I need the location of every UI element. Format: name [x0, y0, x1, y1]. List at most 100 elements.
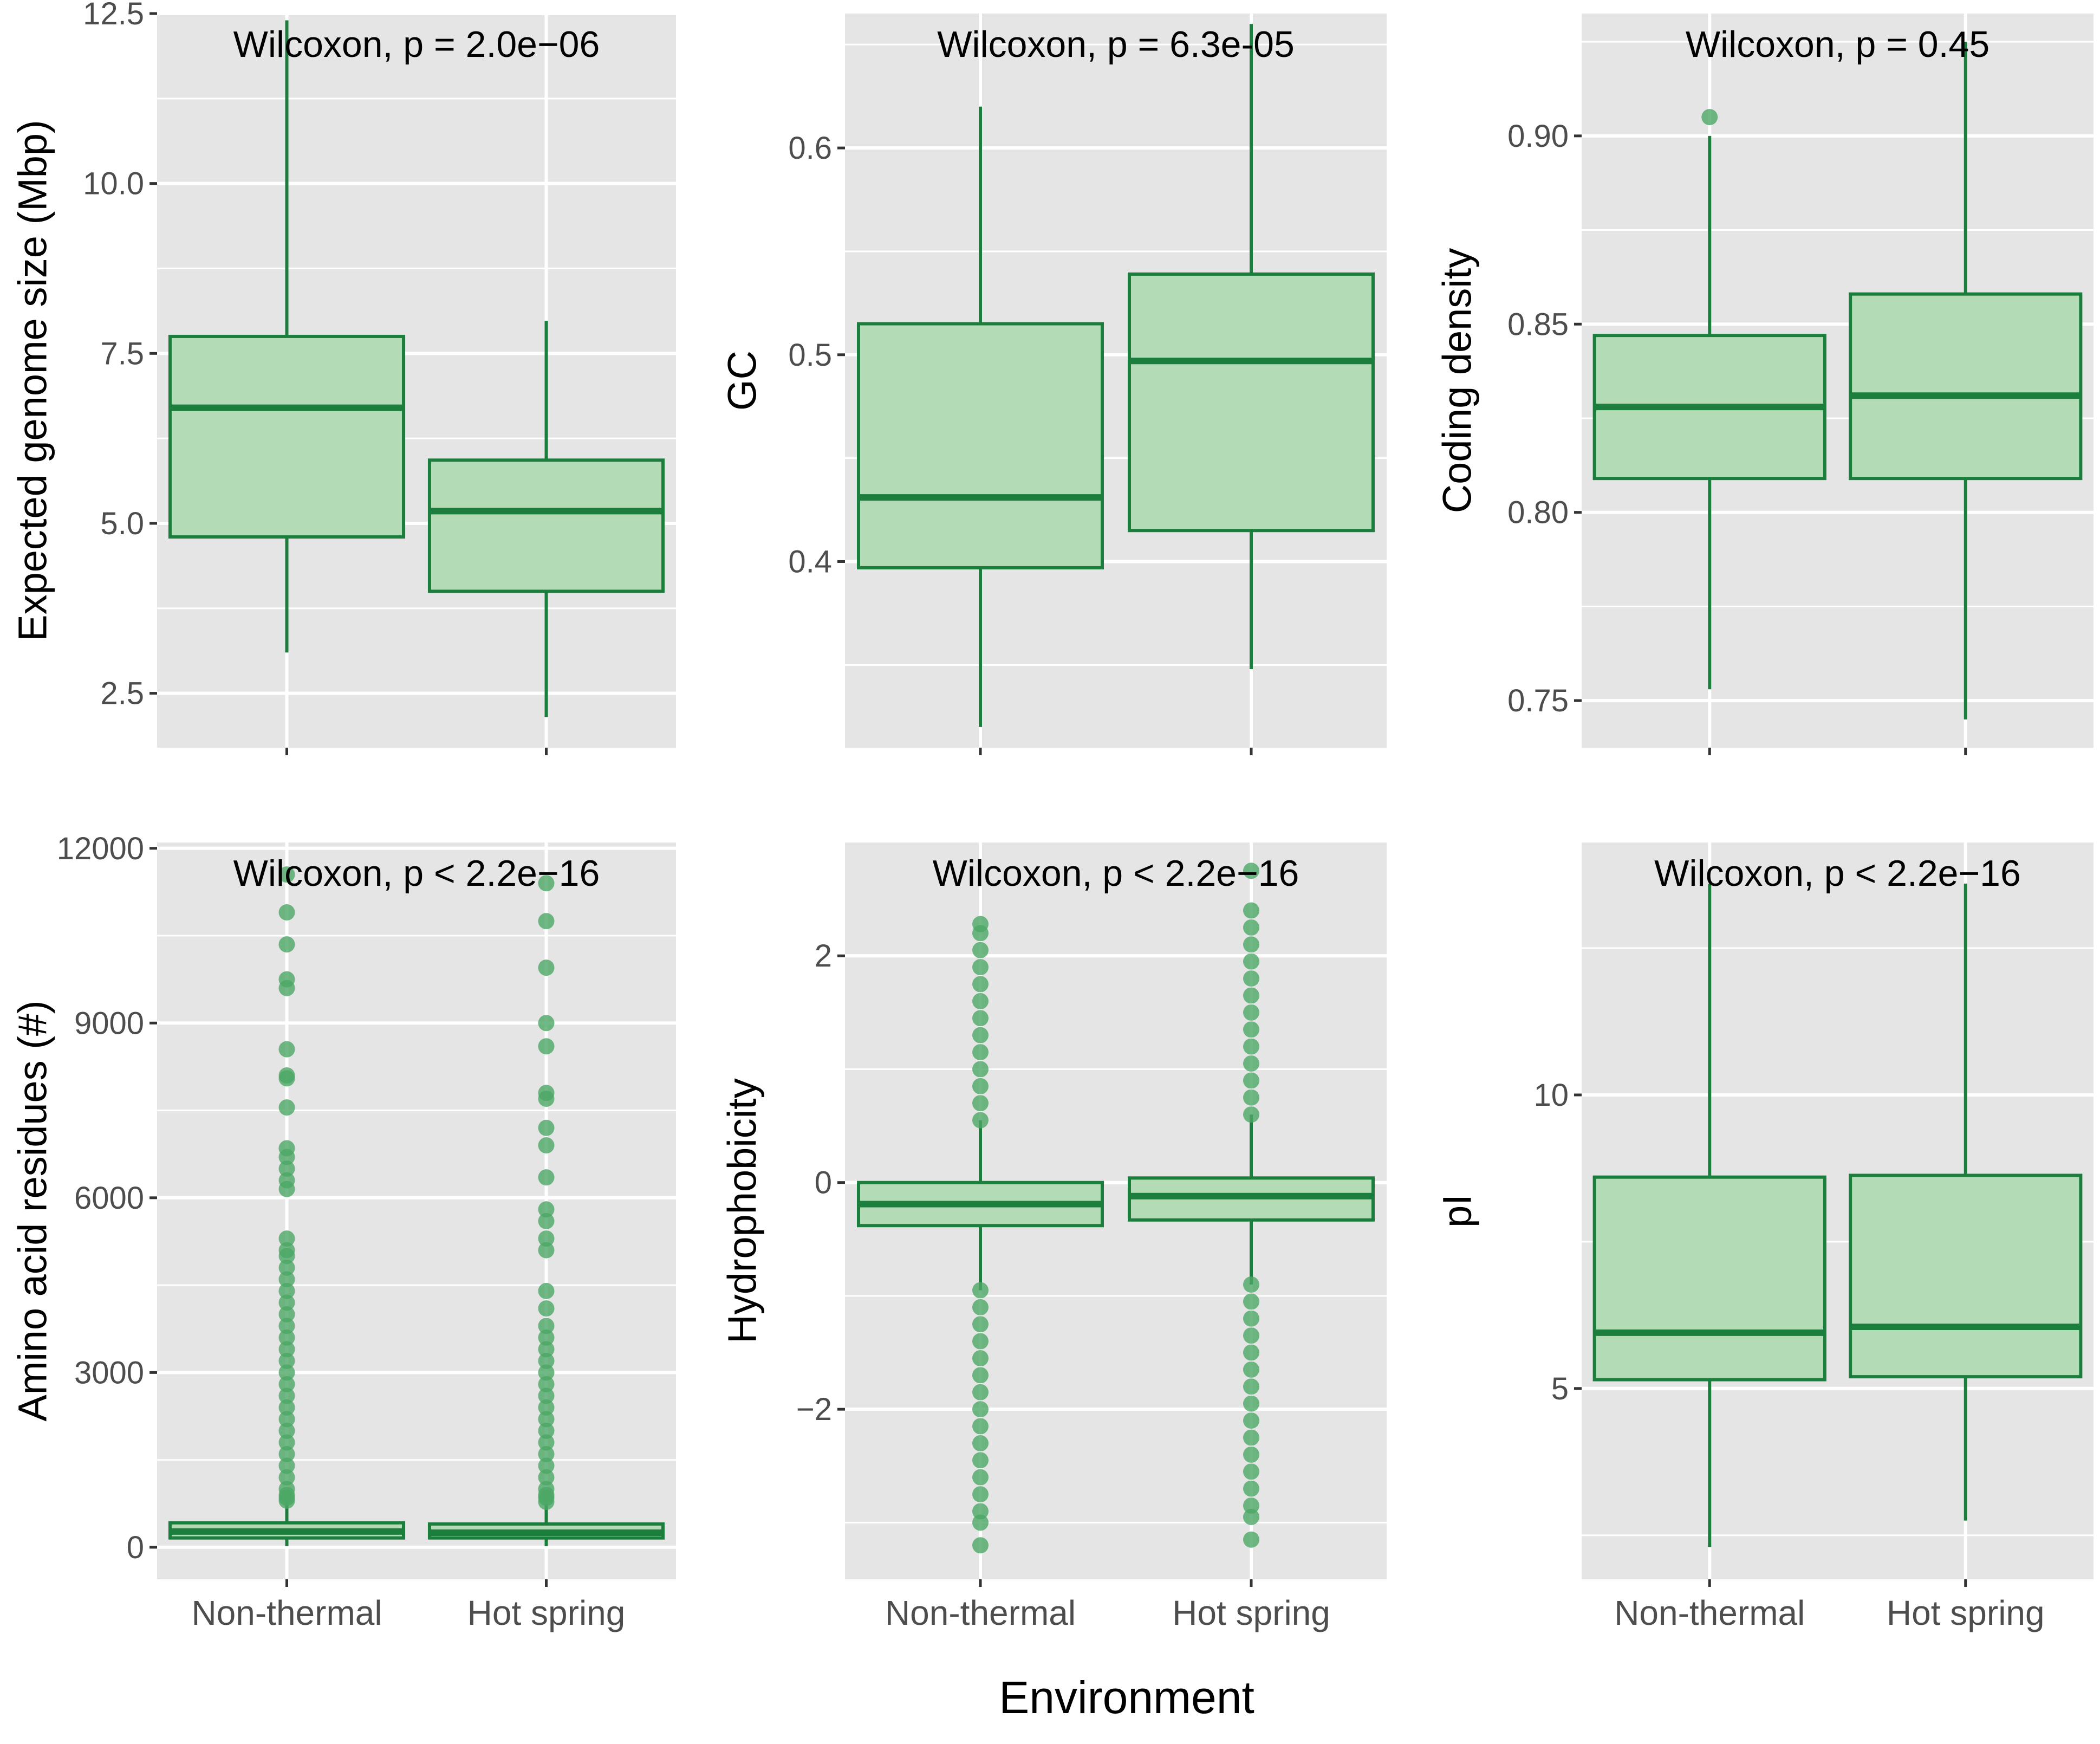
outlier-point [972, 1061, 989, 1078]
outlier-point [538, 1364, 555, 1381]
wilcoxon-annotation: Wilcoxon, p = 6.3e-05 [937, 24, 1295, 65]
wilcoxon-annotation: Wilcoxon, p < 2.2e−16 [933, 853, 1299, 894]
outlier-point [972, 1112, 989, 1129]
outlier-point [278, 1282, 295, 1299]
y-tick-label: 5 [1551, 1371, 1569, 1406]
outlier-point [278, 904, 295, 921]
y-tick-label: 0.6 [788, 131, 832, 166]
outlier-point [278, 1160, 295, 1177]
y-tick-label: 7.5 [100, 336, 144, 371]
outlier-point [972, 1503, 989, 1520]
y-tick-label: 6000 [74, 1181, 144, 1216]
outlier-point [278, 1041, 295, 1058]
outlier-point [278, 1376, 295, 1392]
outlier-point [278, 1434, 295, 1451]
outlier-point [538, 1341, 555, 1358]
panel-3: 0.75 0.80 0.85 0.90 Wilcoxon, p = 0.45 Coding… [1435, 14, 2094, 755]
y-tick-label: 12000 [57, 831, 144, 866]
outlier-point [972, 1486, 989, 1503]
outlier-point [1243, 1089, 1259, 1106]
outlier-point [1243, 1106, 1259, 1123]
outlier-point [1243, 970, 1259, 987]
outlier-point [972, 1333, 989, 1350]
box-hot-spring [1849, 42, 2083, 719]
y-axis-title: GC [720, 351, 765, 411]
x-tick-label: Hot spring [1887, 1593, 2045, 1632]
outlier-point [278, 1318, 295, 1334]
panel-background [157, 842, 676, 1579]
y-tick-label: 0 [127, 1530, 144, 1565]
box-iqr [1128, 272, 1375, 533]
outlier-point [1243, 1446, 1259, 1463]
outlier-point [1243, 1293, 1259, 1310]
outlier-point [538, 1352, 555, 1369]
x-tick-label: Hot spring [467, 1593, 626, 1632]
outlier-point [972, 1452, 989, 1469]
box-iqr [1592, 1175, 1826, 1382]
outlier-point [278, 1329, 295, 1346]
outlier-point [278, 1411, 295, 1428]
outlier-point [1243, 1361, 1259, 1378]
outlier-point [1243, 1310, 1259, 1327]
y-tick-label: 0.85 [1507, 307, 1569, 342]
outlier-point [1243, 1344, 1259, 1361]
outlier-point [278, 1099, 295, 1116]
outlier-point [1243, 902, 1259, 919]
outlier-point [278, 1271, 295, 1288]
outlier-point [972, 1367, 989, 1384]
outlier-point [278, 1422, 295, 1439]
outlier-point [1243, 1378, 1259, 1395]
box-hot-spring [427, 875, 665, 1546]
outlier-point [538, 959, 555, 976]
outlier-point [538, 1469, 555, 1486]
y-tick-label: 0 [815, 1165, 832, 1201]
y-axis-title: Coding density [1435, 248, 1480, 514]
outlier-point [538, 913, 555, 930]
outlier-point [972, 1350, 989, 1366]
y-axis-title: Expected genome size (Mbp) [10, 120, 55, 641]
outlier-point [1243, 1038, 1259, 1055]
outlier-point [972, 1514, 989, 1531]
box-hot-spring [1849, 883, 2083, 1521]
outlier-point [538, 1399, 555, 1416]
box-non-thermal [1592, 109, 1826, 690]
outlier-point [538, 1388, 555, 1404]
outlier-point [538, 1376, 555, 1392]
panel-2: 0.4 0.5 0.6 Wilcoxon, p = 6.3e-05 GC [720, 14, 1387, 755]
outlier-point [1243, 1429, 1259, 1446]
panel-4: 0 3000 6000 9000 12000 Non-thermal Hot spring W… [10, 831, 676, 1632]
box-non-thermal [1592, 883, 1826, 1547]
outlier-point [278, 1294, 295, 1311]
outlier-point [972, 1401, 989, 1418]
outlier-point [538, 1085, 555, 1101]
y-tick-label: 2.5 [100, 676, 144, 711]
wilcoxon-annotation: Wilcoxon, p = 2.0e−06 [233, 24, 600, 65]
outlier-point [1243, 1055, 1259, 1072]
outlier-point [972, 1316, 989, 1333]
outlier-point [538, 1481, 555, 1497]
outlier-point [538, 1137, 555, 1154]
outlier-point [538, 1038, 555, 1055]
y-tick-label: 3000 [74, 1355, 144, 1390]
outlier-point [278, 1140, 295, 1157]
outlier-point [1243, 1463, 1259, 1480]
y-tick-label: 2 [815, 938, 832, 974]
panel-5: −2 0 2 Non-thermal Hot spring Wilcoxon, p < 2… [720, 842, 1387, 1632]
y-axis-title: pI [1435, 1194, 1480, 1228]
outlier-point [1243, 936, 1259, 953]
outlier-point [538, 1318, 555, 1334]
y-tick-label: 9000 [74, 1006, 144, 1041]
panel-1: 2.5 5.0 7.5 10.0 12.5 Wilcoxon, p = 2.0e−06 Ex… [10, 0, 676, 755]
outlier-point [278, 1469, 295, 1486]
wilcoxon-annotation: Wilcoxon, p = 0.45 [1686, 24, 1990, 65]
outlier-point [972, 976, 989, 993]
box-non-thermal [168, 866, 406, 1546]
y-tick-label: 0.5 [788, 338, 832, 373]
outlier-point [972, 1095, 989, 1112]
outlier-point [1701, 109, 1718, 126]
outlier-point [538, 1213, 555, 1229]
outlier-point [278, 1364, 295, 1381]
outlier-point [1243, 919, 1259, 936]
box-non-thermal [857, 916, 1104, 1554]
